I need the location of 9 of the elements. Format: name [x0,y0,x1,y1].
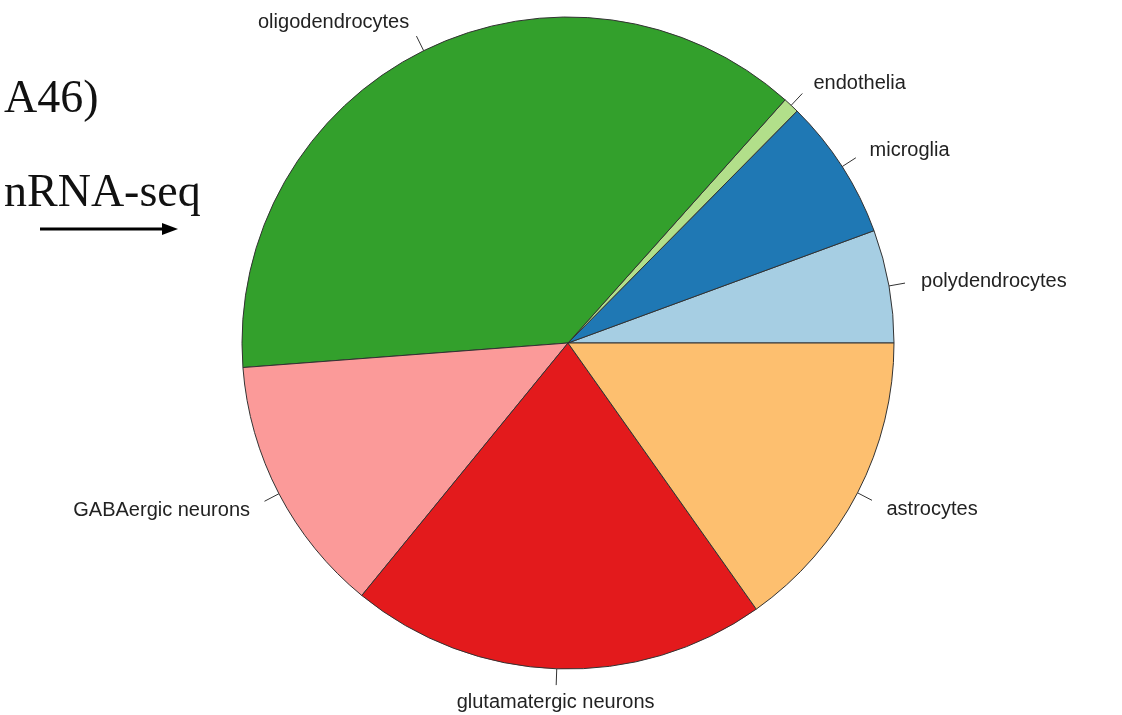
slice-label: GABAergic neurons [73,497,251,520]
text: A46) [4,71,99,122]
slice-label: endothelia [813,70,907,93]
slice-label: glutamatergic neurons [456,690,655,713]
slice-label: polydendrocytes [921,269,1067,292]
text: nRNA-seq [4,165,201,216]
slice-label: astrocytes [886,496,978,519]
slice-label: microglia [869,137,951,160]
slice-label: oligodendrocytes [258,10,410,33]
